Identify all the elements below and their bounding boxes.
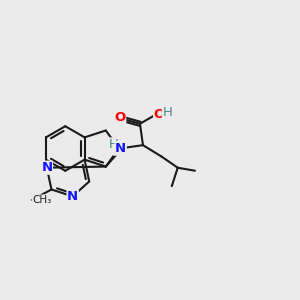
Text: N: N: [41, 161, 52, 174]
Text: CH₃: CH₃: [32, 195, 51, 205]
Text: O: O: [154, 108, 165, 121]
Text: O: O: [114, 111, 126, 124]
Text: O: O: [113, 142, 124, 155]
Text: N: N: [67, 190, 78, 203]
Text: H: H: [162, 106, 172, 119]
Text: H: H: [109, 138, 119, 151]
Text: N: N: [115, 142, 126, 154]
